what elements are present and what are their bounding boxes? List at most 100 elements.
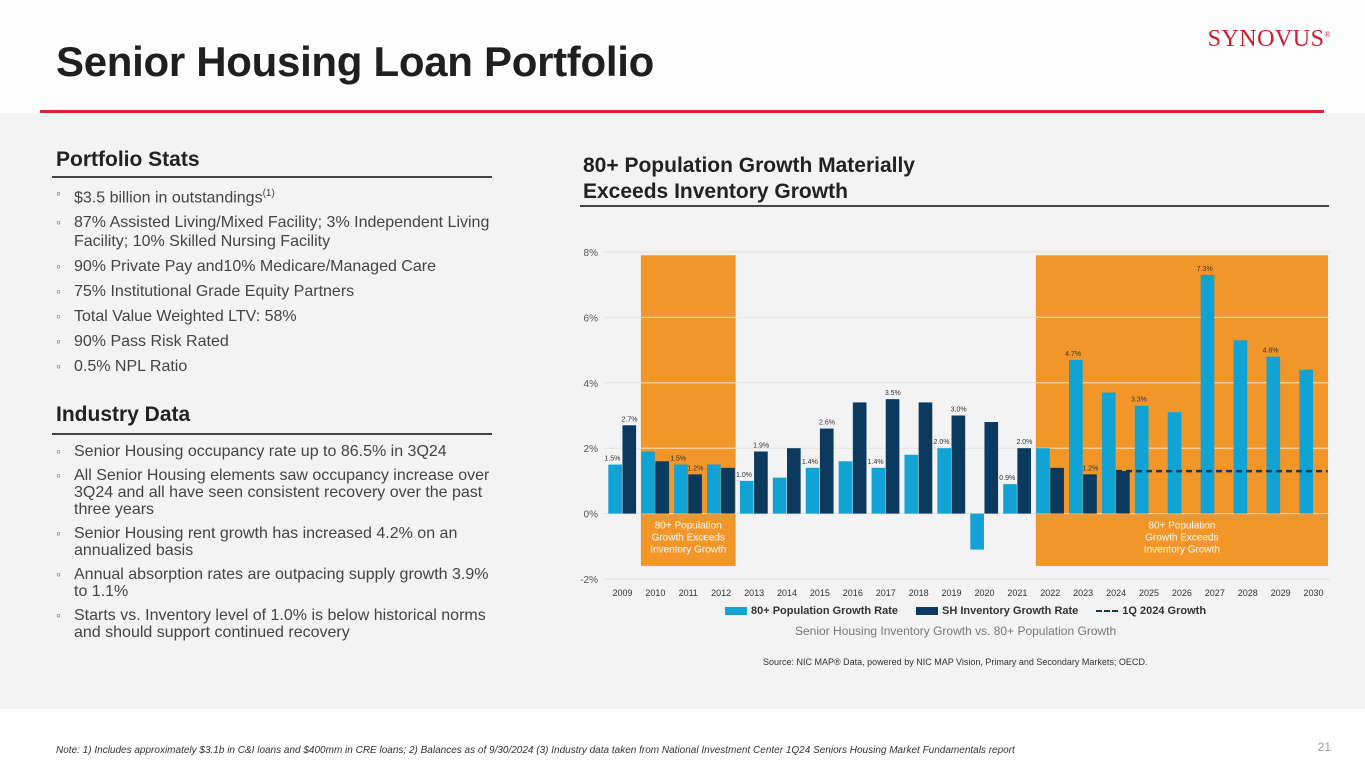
x-tick-label: 2027 [1205,588,1225,598]
x-tick-label: 2028 [1238,588,1258,598]
data-label: 1.0% [736,472,752,479]
x-tick-label: 2018 [909,588,929,598]
chart-source: Source: NIC MAP® Data, powered by NIC MA… [763,657,1148,667]
portfolio-stats-rule [52,176,492,178]
x-tick-label: 2016 [843,588,863,598]
x-tick-label: 2012 [711,588,731,598]
legend-dash-reference [1096,610,1119,613]
bar-population [838,461,853,514]
highlight-label: Inventory Growth [650,544,726,555]
y-tick-label: 2% [584,444,599,455]
bar-population [1101,392,1116,514]
data-label: 3.0% [951,407,967,414]
data-label: 2.6% [819,420,835,427]
x-tick-label: 2024 [1106,588,1126,598]
bar-inventory [1050,467,1064,514]
chart-section-title: 80+ Population Growth Materially Exceeds… [583,153,915,205]
bar-inventory [622,425,637,514]
x-tick-label: 2011 [679,588,698,598]
item-text: 75% Institutional Grade Equity Partners [74,283,355,301]
data-label: 1.9% [753,442,769,449]
list-item: Senior Housing rent growth has increased… [56,525,496,559]
bar-inventory [852,402,867,514]
bar-inventory [984,422,999,514]
x-tick-label: 2009 [612,588,632,598]
list-item: All Senior Housing elements saw occupanc… [56,467,496,518]
list-item: 90% Pass Risk Rated [56,332,496,351]
legend-label: 80+ Population Growth Rate [751,605,898,617]
header: Senior Housing Loan Portfolio SYNOVUS® [0,0,1365,112]
x-tick-label: 2030 [1304,588,1324,598]
page-title: Senior Housing Loan Portfolio [56,38,654,85]
bar-inventory [1017,448,1032,514]
item-text: 0.5% NPL Ratio [74,358,188,376]
list-item: Total Value Weighted LTV: 58% [56,307,496,326]
x-tick-label: 2029 [1271,588,1291,598]
list-item: Annual absorption rates are outpacing su… [56,566,496,600]
list-item: 0.5% NPL Ratio [56,357,496,376]
synovus-logo: SYNOVUS® [1208,26,1331,53]
x-tick-label: 2017 [876,588,896,598]
bar-population [1069,359,1083,514]
portfolio-stats-list: $3.5 billion in outstandings(1) 87% Assi… [56,184,496,382]
bar-population [1299,369,1314,514]
x-tick-label: 2025 [1139,588,1159,598]
x-tick-label: 2022 [1040,588,1060,598]
bar-population [1233,340,1248,514]
y-tick-label: 6% [584,313,599,324]
data-label: 2.7% [622,416,638,423]
highlight-region [640,255,736,566]
chart-title-line1: 80+ Population Growth Materially [583,154,915,177]
logo-trademark: ® [1324,30,1331,39]
portfolio-stats-title: Portfolio Stats [56,148,200,171]
data-label: 2.0% [933,439,949,446]
bar-population [772,477,787,514]
legend-label: SH Inventory Growth Rate [942,605,1079,617]
data-label: 2.0% [1016,439,1032,446]
x-tick-label: 2019 [942,588,962,598]
item-text: 87% Assisted Living/Mixed Facility; 3% I… [74,214,490,251]
chart-caption: Senior Housing Inventory Growth vs. 80+ … [795,624,1117,638]
item-text: 90% Private Pay and10% Medicare/Managed … [74,258,436,276]
list-item: Senior Housing occupancy rate up to 86.5… [56,443,496,460]
data-label: 1.4% [802,459,818,466]
x-tick-label: 2014 [777,588,797,598]
industry-data-rule [52,433,492,435]
bar-inventory [688,474,702,514]
legend-item-population: 80+ Population Growth Rate [725,605,898,617]
bar-population [904,454,919,514]
highlight-label: 80+ Population [1148,520,1215,531]
header-divider [40,110,1324,113]
x-tick-label: 2026 [1172,588,1192,598]
bar-inventory [787,448,801,514]
x-tick-label: 2023 [1073,588,1093,598]
bar-population [608,464,622,514]
bar-population [1167,412,1182,514]
bar-population [1200,274,1215,514]
legend-swatch-population [725,607,747,616]
data-label: 1.4% [868,459,884,466]
bar-inventory [655,461,670,514]
item-text: Total Value Weighted LTV: 58% [74,308,297,326]
legend-item-inventory: SH Inventory Growth Rate [916,605,1078,617]
highlight-label: Growth Exceeds [1145,532,1218,543]
bar-population [970,513,984,550]
bar-population [674,464,688,514]
list-item: 87% Assisted Living/Mixed Facility; 3% I… [56,213,496,251]
bar-inventory [885,399,900,514]
data-label: 1.5% [670,456,686,463]
bar-population [1003,484,1017,514]
bar-inventory [1116,471,1130,514]
bar-population [1134,405,1149,514]
data-label: 1.2% [1082,465,1098,472]
highlight-label: Inventory Growth [1144,544,1220,555]
bar-inventory [721,467,735,514]
highlight-label: 80+ Population [655,520,722,531]
list-item: 75% Institutional Grade Equity Partners [56,282,496,301]
bar-population [871,467,886,514]
bar-inventory [819,428,834,514]
bar-population [1036,448,1050,514]
chart-section-rule [580,205,1329,207]
x-tick-label: 2013 [744,588,764,598]
